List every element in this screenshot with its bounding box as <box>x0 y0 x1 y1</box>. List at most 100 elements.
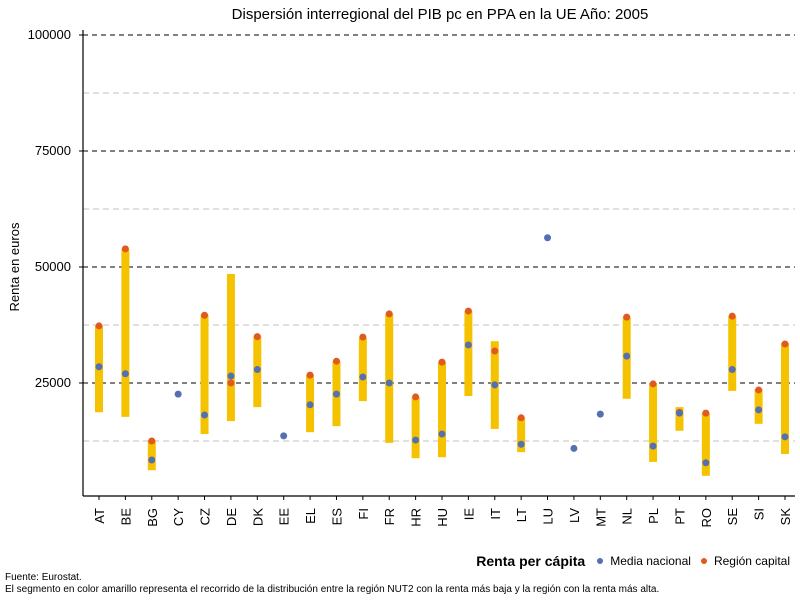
point-media-nacional-LT <box>517 440 525 448</box>
point-region-capital-IT <box>491 347 499 355</box>
range-bar-FI <box>358 337 367 402</box>
point-region-capital-CZ <box>201 311 209 319</box>
y-tick-label: 100000 <box>28 27 71 42</box>
x-tick-label-DK: DK <box>250 508 265 526</box>
footer-note: El segmento en color amarillo representa… <box>5 584 660 595</box>
range-bar-SE <box>728 316 737 391</box>
x-tick-label-BG: BG <box>145 508 160 527</box>
range-bar-IE <box>464 311 473 396</box>
point-region-capital-EL <box>306 371 314 379</box>
chart: Dispersión interregional del PIB pc en P… <box>7 6 795 528</box>
point-region-capital-BG <box>148 437 156 445</box>
x-tick-label-SK: SK <box>778 508 793 526</box>
range-bar-BG <box>147 440 156 471</box>
point-region-capital-FR <box>385 310 393 318</box>
y-tick-label: 75000 <box>35 143 71 158</box>
data-points <box>95 234 789 467</box>
chart-title: Dispersión interregional del PIB pc en P… <box>232 6 649 23</box>
point-region-capital-HU <box>438 358 446 366</box>
point-region-capital-NL <box>623 313 631 321</box>
y-tick-label: 50000 <box>35 259 71 274</box>
point-region-capital-RO <box>702 409 710 417</box>
legend-marker-region-capital <box>700 558 707 564</box>
x-tick-label-CY: CY <box>171 508 186 526</box>
point-media-nacional-HR <box>412 436 420 444</box>
point-region-capital-LT <box>517 414 525 422</box>
range-bar-DE <box>226 273 235 422</box>
point-media-nacional-BG <box>148 456 156 464</box>
x-tick-label-HU: HU <box>435 508 450 527</box>
point-media-nacional-ES <box>332 390 340 398</box>
x-tick-label-FR: FR <box>382 508 397 525</box>
point-media-nacional-MT <box>596 410 604 418</box>
point-media-nacional-IE <box>464 341 472 349</box>
point-region-capital-FI <box>359 333 367 341</box>
point-media-nacional-PT <box>675 409 683 417</box>
legend-label-media-nacional: Media nacional <box>610 554 691 568</box>
point-region-capital-DK <box>253 333 261 341</box>
range-bar-HR <box>411 396 420 459</box>
x-tick-label-PT: PT <box>672 508 687 525</box>
x-tick-label-AT: AT <box>92 508 107 524</box>
x-tick-label-IE: IE <box>461 508 476 521</box>
y-tick-label: 25000 <box>35 375 71 390</box>
x-tick-label-HR: HR <box>409 508 424 527</box>
legend-title: Renta per cápita <box>476 553 586 569</box>
x-tick-label-EL: EL <box>303 508 318 524</box>
x-tick-label-LU: LU <box>541 508 556 525</box>
x-tick-label-FI: FI <box>356 508 371 520</box>
point-region-capital-HR <box>412 393 420 401</box>
point-media-nacional-FI <box>359 373 367 381</box>
range-bar-LT <box>517 417 526 453</box>
point-media-nacional-HU <box>438 430 446 438</box>
y-axis-title: Renta en euros <box>7 222 22 311</box>
point-region-capital-IE <box>464 307 472 315</box>
point-media-nacional-RO <box>702 459 710 467</box>
point-media-nacional-AT <box>95 363 103 371</box>
point-media-nacional-BE <box>121 370 129 378</box>
x-tick-label-LT: LT <box>514 508 529 522</box>
point-region-capital-BE <box>121 245 129 253</box>
range-bar-PL <box>649 383 658 462</box>
point-region-capital-SK <box>781 340 789 348</box>
point-media-nacional-EL <box>306 401 314 409</box>
footer-source: Fuente: Eurostat. <box>5 572 82 583</box>
x-tick-label-ES: ES <box>329 508 344 526</box>
range-bar-PT <box>675 407 684 431</box>
point-region-capital-PL <box>649 380 657 388</box>
x-tick-label-SE: SE <box>725 508 740 526</box>
legend-marker-media-nacional <box>597 558 604 564</box>
point-region-capital-AT <box>95 322 103 330</box>
point-region-capital-SE <box>728 312 736 320</box>
x-tick-label-CZ: CZ <box>198 508 213 525</box>
point-media-nacional-SI <box>755 406 763 414</box>
range-bar-BE <box>121 248 130 417</box>
point-media-nacional-SE <box>728 366 736 374</box>
x-tick-label-NL: NL <box>620 508 635 525</box>
x-tick-label-BE: BE <box>118 508 133 526</box>
axes: 25000 50000 75000 100000 AT BE BG CY CZ DE DK EE EL E… <box>28 27 795 528</box>
x-tick-label-SI: SI <box>752 508 767 520</box>
range-bar-RO <box>701 413 710 476</box>
legend: Renta per cápita Media nacional Región c… <box>476 553 790 569</box>
x-tick-label-EE: EE <box>277 508 292 526</box>
point-media-nacional-DK <box>253 366 261 374</box>
range-bar-FR <box>385 313 394 443</box>
point-media-nacional-LU <box>544 234 552 242</box>
point-media-nacional-PL <box>649 442 657 450</box>
point-media-nacional-CY <box>174 390 182 398</box>
point-media-nacional-LV <box>570 444 578 452</box>
range-bar-CZ <box>200 314 209 435</box>
x-tick-label-LV: LV <box>567 508 582 523</box>
point-region-capital-DE <box>227 379 235 387</box>
range-bar-SK <box>781 343 789 454</box>
point-media-nacional-DE <box>227 372 235 380</box>
x-tick-label-DE: DE <box>224 508 239 526</box>
x-tick-label-IT: IT <box>488 508 503 520</box>
point-media-nacional-SK <box>781 433 789 441</box>
point-media-nacional-NL <box>623 352 631 360</box>
x-tick-label-MT: MT <box>593 508 608 527</box>
range-bar-HU <box>438 362 446 458</box>
point-region-capital-SI <box>755 386 763 394</box>
x-tick-label-RO: RO <box>699 508 714 528</box>
